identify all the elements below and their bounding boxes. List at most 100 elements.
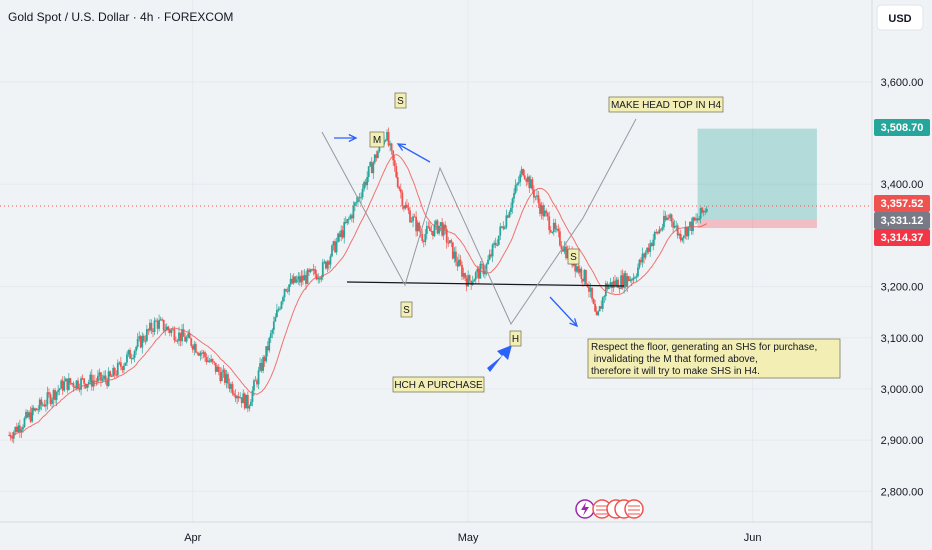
- drawings: [321, 118, 637, 372]
- candle: [54, 390, 56, 400]
- candle: [295, 279, 298, 283]
- currency-label[interactable]: USD: [888, 13, 911, 25]
- candle: [350, 215, 353, 219]
- candle: [364, 181, 367, 186]
- candle: [138, 336, 141, 339]
- candle: [227, 374, 229, 384]
- plot-area[interactable]: [0, 0, 872, 522]
- candle: [97, 375, 99, 382]
- candle: [171, 329, 174, 331]
- candle: [676, 225, 679, 236]
- candle: [18, 425, 21, 432]
- candle: [580, 268, 583, 279]
- candle: [110, 375, 113, 377]
- candle: [404, 204, 407, 209]
- us-flag-icon[interactable]: [624, 499, 644, 519]
- candle: [202, 352, 205, 354]
- stop-zone[interactable]: [697, 219, 817, 229]
- candle: [542, 205, 544, 217]
- candle: [448, 240, 451, 244]
- arrow-up-right-icon[interactable]: [487, 345, 512, 372]
- candle: [352, 205, 355, 219]
- candle: [236, 396, 239, 399]
- candle: [80, 378, 82, 390]
- candle: [343, 221, 346, 238]
- candle: [519, 174, 522, 183]
- annotation-comment-box[interactable]: [587, 338, 841, 379]
- candle: [467, 275, 470, 287]
- candle: [315, 274, 318, 280]
- annotation-hch-box[interactable]: [392, 376, 485, 393]
- candle: [303, 275, 306, 281]
- annotation-m-box[interactable]: [369, 131, 385, 148]
- event-icons[interactable]: [575, 499, 644, 519]
- candle: [488, 254, 491, 260]
- price-axis[interactable]: [872, 0, 932, 550]
- candle: [633, 277, 636, 279]
- candle: [162, 319, 165, 331]
- candle: [280, 301, 283, 309]
- currency-button[interactable]: [876, 4, 924, 31]
- y-tick-label: 3,600.00: [881, 77, 924, 89]
- candle: [69, 378, 72, 384]
- candle: [106, 380, 108, 386]
- price-tags: 3,508.70 3,357.52 3,331.12 3,314.37: [874, 119, 930, 246]
- candle: [334, 241, 336, 253]
- candle: [302, 275, 304, 281]
- annotation-s-left: S: [403, 305, 410, 316]
- time-axis-ticks: Apr May Jun: [184, 532, 761, 544]
- annotation-s-top-box[interactable]: [394, 92, 407, 109]
- candle: [15, 426, 18, 432]
- candle: [370, 162, 373, 174]
- candle: [262, 357, 265, 371]
- candle: [194, 344, 197, 353]
- candle: [679, 233, 682, 241]
- candle: [77, 380, 79, 389]
- price-tag[interactable]: [874, 195, 930, 212]
- candle: [614, 280, 616, 286]
- candle: [409, 210, 411, 223]
- candle: [66, 378, 69, 390]
- candle: [257, 370, 260, 385]
- candle: [164, 329, 167, 331]
- annotation-s-top: S: [397, 96, 404, 107]
- candle: [46, 392, 49, 405]
- candle: [259, 362, 261, 371]
- candle: [543, 210, 546, 217]
- position-tool[interactable]: [0, 128, 872, 229]
- candle: [349, 215, 352, 219]
- price-tag[interactable]: [874, 212, 930, 229]
- price-tag[interactable]: [874, 229, 930, 246]
- neckline[interactable]: [346, 281, 625, 287]
- annotation-s-left-box[interactable]: [400, 301, 413, 318]
- candle: [109, 371, 112, 376]
- candle: [84, 383, 87, 388]
- candle: [565, 246, 567, 259]
- candle: [629, 279, 632, 282]
- candle: [442, 224, 445, 236]
- candle: [536, 195, 538, 197]
- candle: [643, 253, 645, 258]
- candle: [126, 354, 128, 363]
- candle: [115, 374, 118, 376]
- annotation-s-right-box[interactable]: [567, 248, 580, 265]
- price-tag[interactable]: [874, 119, 930, 136]
- target-zone[interactable]: [697, 128, 817, 220]
- arrow-left[interactable]: [397, 143, 431, 163]
- candle: [635, 276, 638, 278]
- annotation-head-top-box[interactable]: [608, 96, 724, 113]
- candle: [361, 188, 364, 198]
- candle: [57, 390, 60, 392]
- pattern-line[interactable]: [321, 118, 637, 326]
- candle: [248, 405, 251, 409]
- candle: [664, 215, 667, 220]
- candle: [265, 346, 268, 362]
- arrow-down-right[interactable]: [549, 296, 578, 327]
- annotation-h-box[interactable]: [509, 330, 522, 347]
- candle: [421, 233, 424, 241]
- candle: [595, 311, 598, 316]
- candle: [369, 162, 372, 167]
- candle: [213, 361, 216, 363]
- candle: [245, 394, 248, 409]
